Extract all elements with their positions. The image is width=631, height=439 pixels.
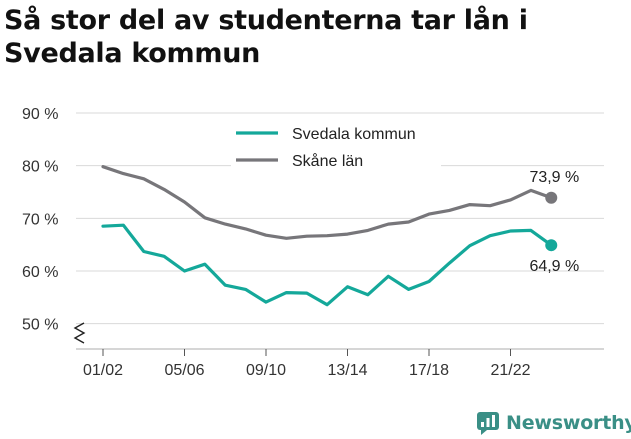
y-tick-label: 70 % (22, 211, 58, 228)
legend-bg (231, 120, 441, 142)
x-tick-label: 13/14 (327, 362, 367, 379)
axis-break-icon (73, 322, 86, 344)
y-tick-label: 60 % (22, 264, 58, 281)
series-lines: 73,9 % 64,9 % (101, 165, 579, 307)
end-point-skåne-län (545, 191, 558, 204)
legend: Svedala kommun Skåne län (231, 120, 441, 170)
legend-label: Svedala kommun (292, 126, 416, 143)
y-tick-label: 80 % (22, 159, 58, 176)
end-label-svedala: 64,9 % (529, 258, 579, 275)
x-axis: 01/02 05/06 09/10 13/14 17/18 21/22 (76, 348, 604, 379)
gridlines (76, 112, 604, 325)
y-tick-label: 50 % (22, 317, 58, 334)
y-axis: 50 % 60 % 70 % 80 % 90 % (22, 106, 86, 344)
newsworthy-logo[interactable]: Newsworthy (476, 409, 631, 437)
x-tick-label: 05/06 (164, 362, 204, 379)
end-point-svedala-kommun (545, 239, 558, 252)
legend-bg (231, 147, 441, 169)
x-tick-label: 01/02 (83, 362, 123, 379)
legend-label: Skåne län (292, 152, 363, 170)
brand-name: Newsworthy (506, 412, 631, 434)
bar-chart-speech-bubble-icon (477, 412, 499, 435)
x-tick-label: 09/10 (246, 362, 286, 379)
series-line-svedala-kommun (101, 223, 553, 307)
end-label-skane: 73,9 % (529, 169, 579, 186)
x-tick-label: 21/22 (490, 362, 530, 379)
x-tick-label: 17/18 (409, 362, 449, 379)
chart-title: Så stor del av studenterna tar lån i Sve… (4, 5, 528, 69)
y-tick-label: 90 % (22, 106, 58, 123)
series-line-skåne-län (101, 165, 553, 240)
